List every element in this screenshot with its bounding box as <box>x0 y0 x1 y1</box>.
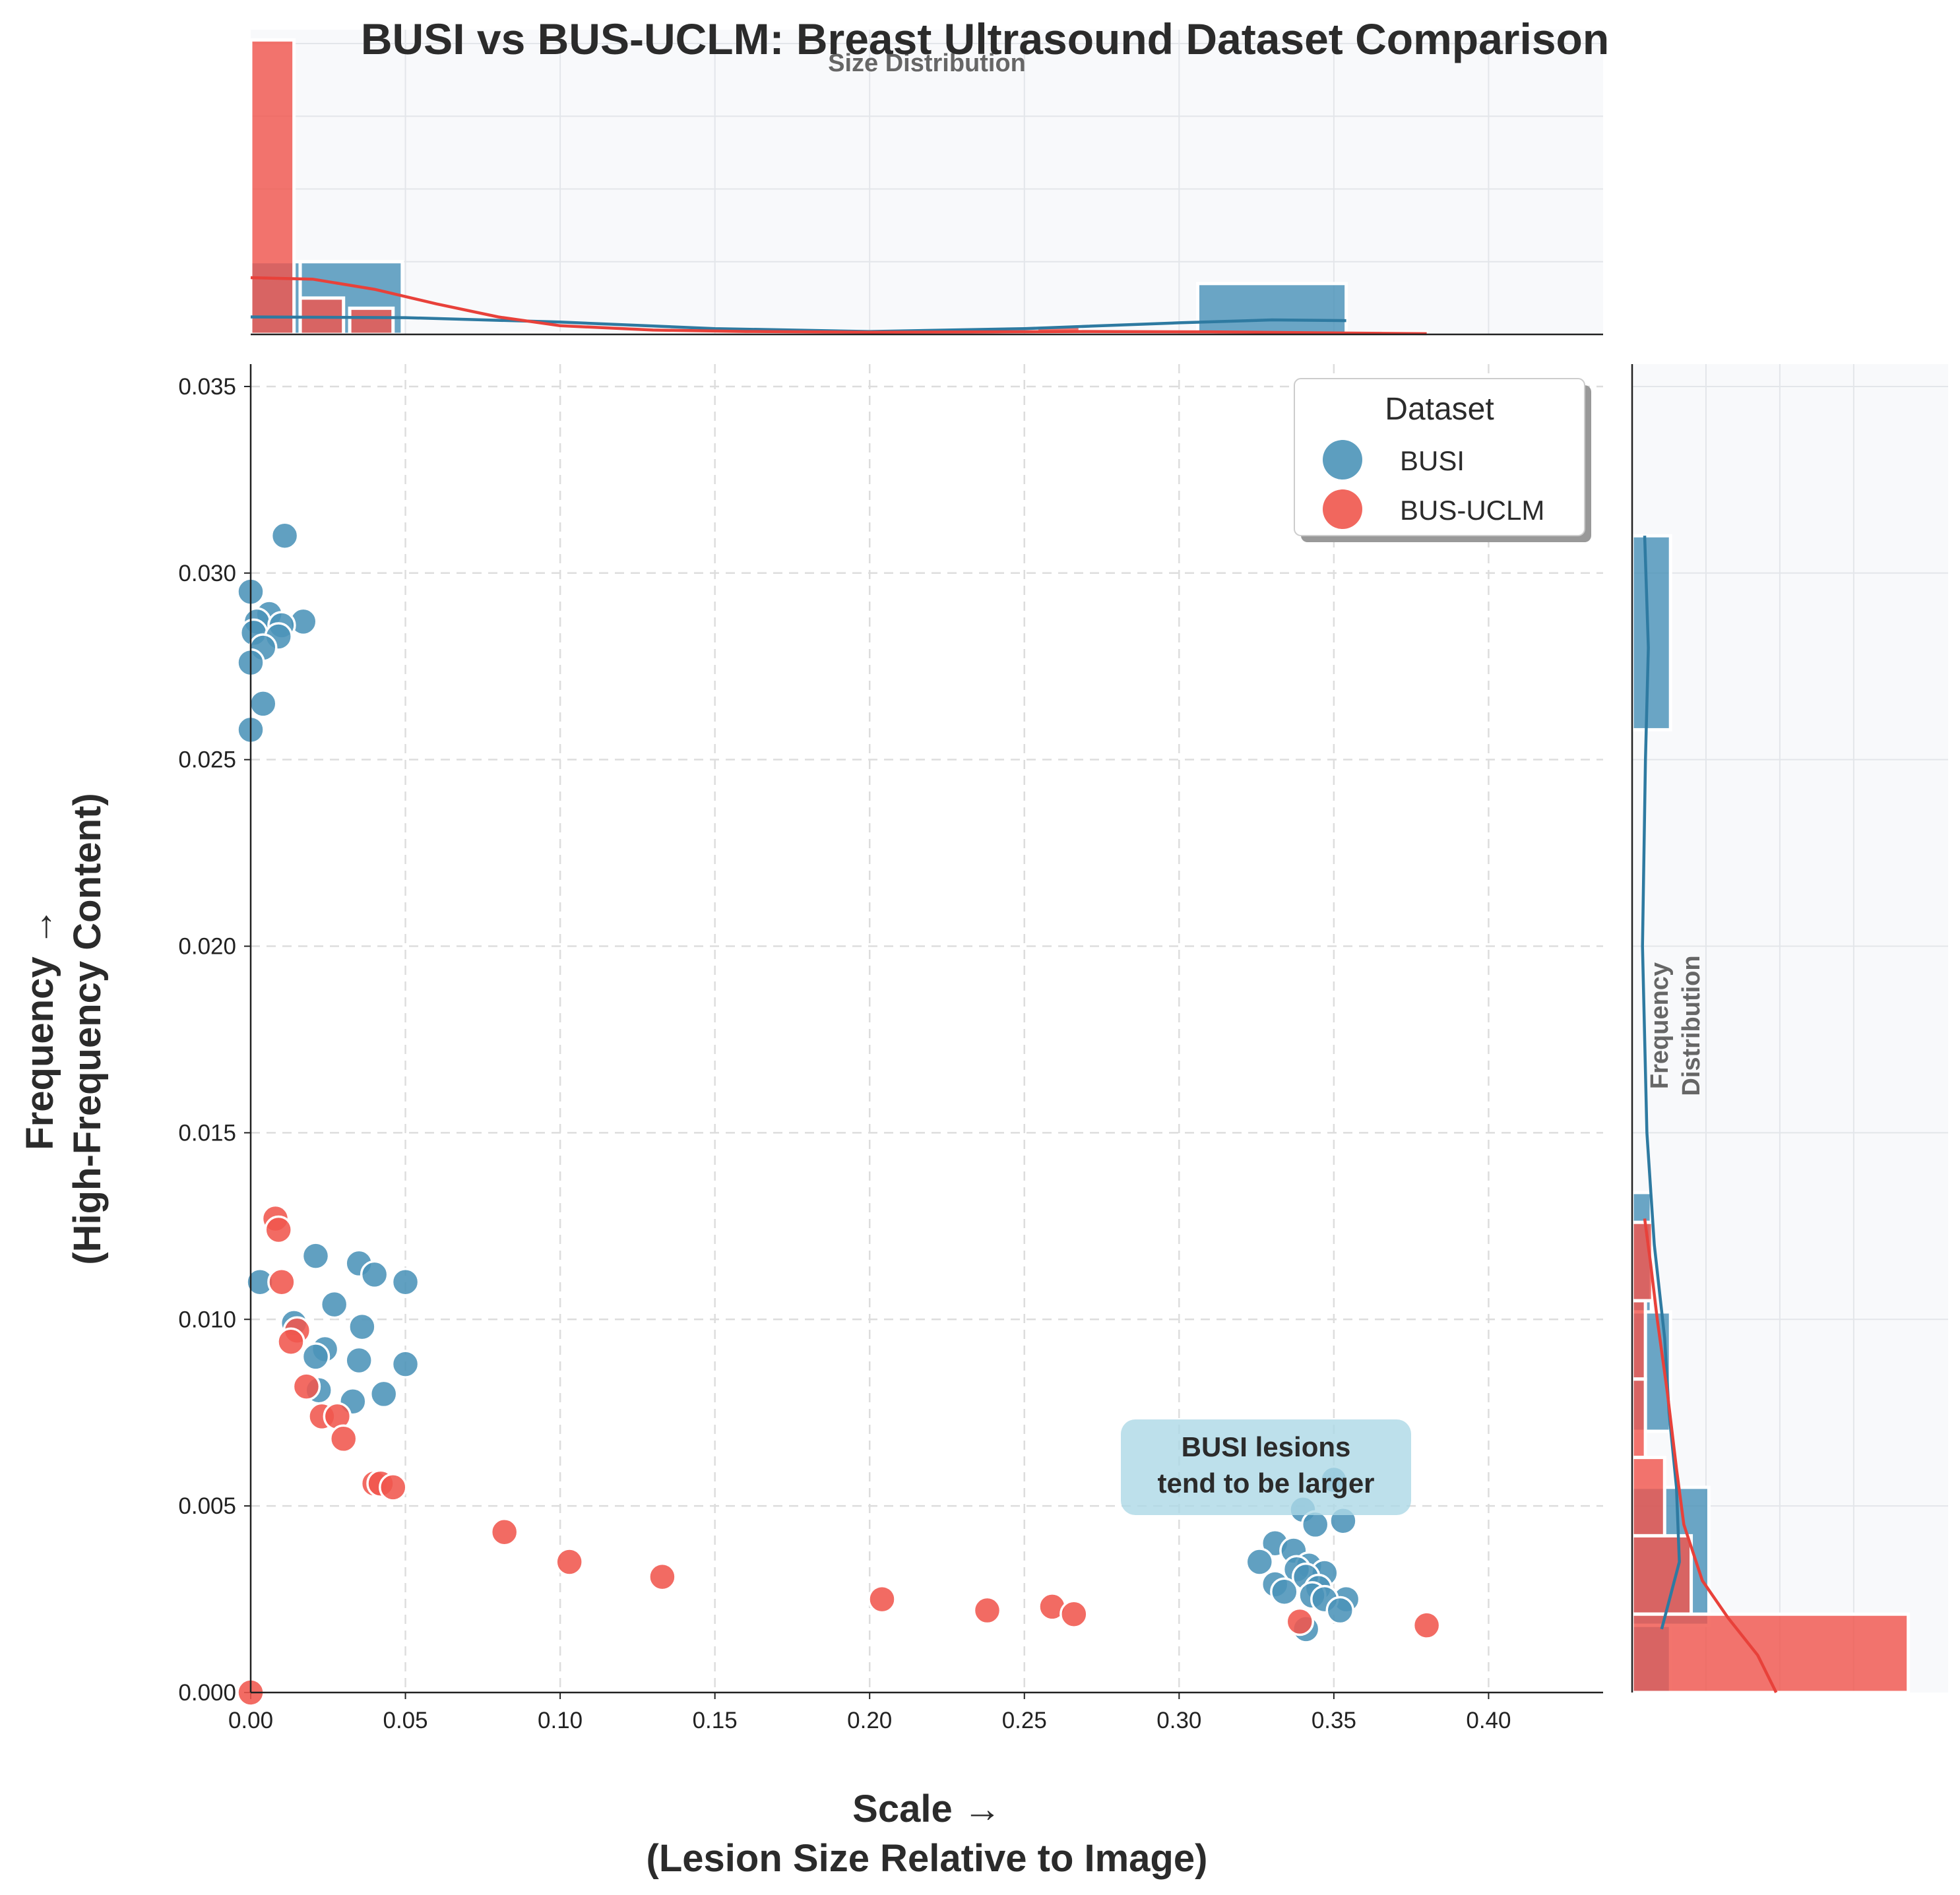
point-busi <box>360 1260 389 1289</box>
y-tick-label: 0.020 <box>178 934 236 960</box>
point-bus-uclm <box>267 1267 296 1297</box>
x-tick-label: 0.30 <box>1156 1708 1201 1733</box>
right-panel-title-line1: Frequency <box>1646 962 1674 1089</box>
x-axis-ticks: 0.00 0.05 0.10 0.15 0.20 0.25 0.30 0.35 0.40 <box>228 1693 1511 1733</box>
right-hist-bar-bus-uclm <box>1630 1299 1647 1381</box>
point-busi <box>319 1289 349 1319</box>
x-axis-label-line1: Scale → <box>852 1787 1001 1830</box>
right-marginal-panel: Frequency Distribution <box>1630 364 1948 1694</box>
point-busi <box>369 1379 398 1409</box>
main-scatter-panel: 0.00 0.05 0.10 0.15 0.20 0.25 0.30 0.35 0.40 0.0… <box>178 364 1603 1733</box>
point-bus-uclm <box>972 1596 1002 1625</box>
y-axis-ticks: 0.000 0.005 0.010 0.015 0.020 0.025 0.030 0.035 <box>178 374 251 1706</box>
top-hist-bar-busi <box>1195 282 1348 336</box>
right-hist-bar-bus-uclm <box>1630 1456 1666 1538</box>
y-tick-label: 0.010 <box>178 1307 236 1332</box>
point-bus-uclm <box>292 1372 321 1401</box>
point-busi <box>344 1346 373 1375</box>
right-hist-bar-bus-uclm <box>1630 1534 1693 1616</box>
x-tick-label: 0.35 <box>1312 1708 1356 1733</box>
right-hist-bar-bus-uclm <box>1630 1377 1647 1460</box>
legend-title: Dataset <box>1385 392 1494 427</box>
annotation-line1: BUSI lesions <box>1182 1431 1351 1462</box>
right-kde-busi <box>1641 536 1681 1630</box>
legend: Dataset BUSI BUS-UCLM <box>1294 378 1591 542</box>
y-tick-label: 0.035 <box>178 374 236 400</box>
point-busi <box>1270 1577 1299 1607</box>
point-busi <box>249 689 278 718</box>
point-busi <box>348 1312 377 1342</box>
x-tick-label: 0.15 <box>693 1708 738 1733</box>
right-panel-kde <box>1641 536 1778 1693</box>
point-bus-uclm <box>555 1547 584 1576</box>
right-panel-background <box>1631 364 1948 1693</box>
right-panel-title-line2: Distribution <box>1678 955 1705 1096</box>
point-bus-uclm <box>1412 1611 1441 1640</box>
point-bus-uclm <box>1059 1600 1089 1629</box>
point-busi <box>301 1342 331 1371</box>
point-busi <box>391 1267 420 1297</box>
x-axis-label-line2: (Lesion Size Relative to Image) <box>647 1837 1208 1880</box>
point-busi <box>1245 1547 1275 1576</box>
x-tick-label: 0.40 <box>1466 1708 1511 1733</box>
x-tick-label: 0.25 <box>1002 1708 1047 1733</box>
top-hist-bar-bus-uclm <box>249 38 296 336</box>
point-busi <box>1300 1510 1330 1539</box>
top-panel-grid <box>251 30 1603 334</box>
top-panel-title: Size Distribution <box>828 49 1026 77</box>
top-panel-bars <box>249 38 1429 336</box>
y-axis-label-line1: Frequency → <box>18 908 61 1150</box>
point-busi <box>270 521 300 550</box>
point-bus-uclm <box>379 1473 408 1502</box>
scatter-points <box>236 521 1441 1707</box>
x-tick-label: 0.10 <box>538 1708 583 1733</box>
y-tick-label: 0.000 <box>178 1680 236 1706</box>
legend-marker-bus-uclm <box>1323 489 1362 529</box>
point-bus-uclm <box>490 1517 519 1547</box>
top-marginal-panel: Size Distribution <box>249 30 1603 336</box>
right-kde-bus-uclm <box>1643 1218 1778 1693</box>
top-panel-kde <box>250 276 1427 336</box>
annotation-line2: tend to be larger <box>1157 1468 1374 1499</box>
legend-label-busi: BUSI <box>1400 445 1465 476</box>
legend-marker-busi <box>1323 440 1362 480</box>
point-bus-uclm <box>868 1584 897 1614</box>
x-tick-label: 0.05 <box>383 1708 427 1733</box>
y-tick-label: 0.005 <box>178 1493 236 1519</box>
top-panel-background <box>251 30 1603 334</box>
x-tick-label: 0.20 <box>847 1708 892 1733</box>
point-busi <box>1325 1596 1355 1625</box>
legend-box <box>1294 378 1585 536</box>
point-bus-uclm <box>276 1327 305 1356</box>
point-bus-uclm <box>264 1215 293 1245</box>
point-busi <box>391 1350 420 1379</box>
y-tick-label: 0.030 <box>178 561 236 586</box>
y-tick-label: 0.025 <box>178 747 236 773</box>
point-bus-uclm <box>1285 1607 1315 1636</box>
point-bus-uclm <box>329 1424 358 1454</box>
annotation-box <box>1121 1419 1411 1515</box>
point-bus-uclm <box>648 1562 677 1592</box>
annotation: BUSI lesions tend to be larger <box>1121 1419 1411 1515</box>
right-hist-bar-busi <box>1630 534 1672 731</box>
y-tick-label: 0.015 <box>178 1120 236 1146</box>
y-axis-label-line2: (High-Frequency Content) <box>66 793 109 1264</box>
legend-label-bus-uclm: BUS-UCLM <box>1400 495 1544 526</box>
x-tick-label: 0.00 <box>228 1708 273 1733</box>
top-kde-bus-uclm <box>250 276 1427 336</box>
chart-title: BUSI vs BUS-UCLM: Breast Ultrasound Data… <box>361 15 1609 63</box>
point-busi <box>301 1241 331 1270</box>
top-hist-bar-bus-uclm <box>348 306 395 336</box>
